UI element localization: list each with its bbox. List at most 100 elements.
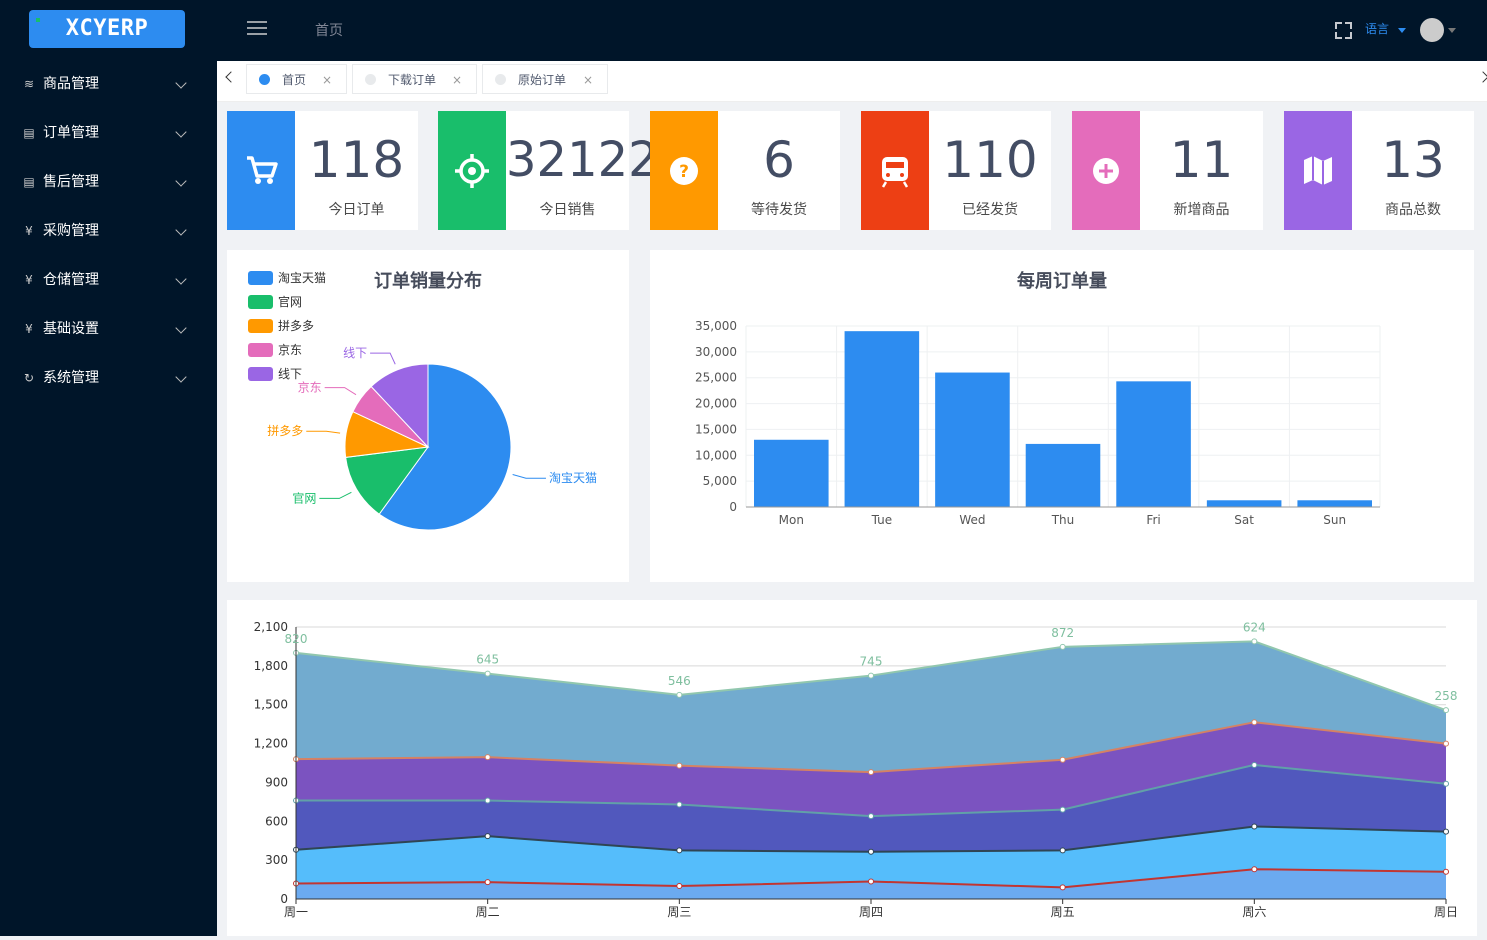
area-point — [484, 879, 491, 886]
chevron-down-icon — [175, 322, 187, 334]
x-tick-label: Tue — [871, 513, 893, 527]
caret-down-icon[interactable] — [1398, 28, 1406, 33]
stat-value: 11 — [1169, 131, 1234, 189]
avatar[interactable] — [1420, 18, 1444, 42]
area-point — [868, 813, 874, 820]
area-point-labels: 820 645 546 745 872 624 258 — [285, 620, 1458, 703]
x-tick-label: Mon — [779, 513, 804, 527]
bar — [1025, 443, 1101, 507]
area-point — [1059, 806, 1066, 813]
pie-label-line — [370, 352, 396, 365]
area-point — [1251, 866, 1258, 873]
x-tick-label: 周一 — [284, 905, 308, 919]
sidebar-item-purchase[interactable]: ¥ 采购管理 — [0, 207, 217, 256]
legend-swatch — [248, 295, 273, 309]
x-tick-label: Sun — [1323, 513, 1346, 527]
yen-icon: ¥ — [25, 273, 33, 287]
y-tick-label: 1,500 — [254, 698, 288, 712]
y-tick-label: 0 — [280, 892, 288, 906]
breadcrumb[interactable]: 首页 — [315, 23, 343, 39]
tab-status-dot — [495, 74, 506, 85]
sidebar-item-label: 商品管理 — [43, 76, 99, 92]
area-top-label: 546 — [668, 674, 691, 688]
pie-label: 京东 — [298, 381, 322, 395]
sidebar-item-basic-settings[interactable]: ¥ 基础设置 — [0, 305, 217, 354]
stat-card-new-products: 11 新增商品 — [1072, 111, 1263, 230]
bar — [844, 331, 920, 507]
tabs-prev-icon[interactable] — [225, 71, 237, 83]
pie-label: 拼多多 — [267, 424, 303, 438]
sidebar-item-label: 基础设置 — [43, 321, 99, 337]
area-point — [484, 670, 491, 677]
menu-toggle-icon[interactable] — [247, 21, 267, 35]
sidebar-item-goods[interactable]: ≋ 商品管理 — [0, 60, 217, 109]
yen-icon: ¥ — [25, 322, 33, 336]
y-tick-label: 1,200 — [254, 737, 288, 751]
area-top-label: 820 — [285, 632, 308, 646]
tab-label: 原始订单 — [518, 73, 567, 87]
sidebar-item-system[interactable]: ↻ 系统管理 — [0, 354, 217, 403]
sidebar-item-orders[interactable]: ▤ 订单管理 — [0, 109, 217, 158]
stat-label: 今日销售 — [539, 202, 596, 218]
bar-chart-card: 每周订单量 0 5,000 10,000 15,000 20,000 25,000 30,0… — [650, 250, 1474, 582]
area-point — [676, 691, 683, 698]
pie-slice — [345, 446, 430, 515]
area-point — [1059, 756, 1066, 763]
tab-label: 首页 — [282, 73, 307, 87]
stat-value: 6 — [763, 131, 795, 189]
chevron-down-icon — [175, 273, 187, 285]
area-band — [296, 826, 1446, 888]
app-logo[interactable]: XCYERP — [29, 10, 185, 48]
x-tick-label: 周四 — [859, 905, 883, 919]
caret-down-icon[interactable] — [1448, 28, 1456, 33]
area-point — [1059, 643, 1066, 650]
stat-card-today-sales: 32122 今日销售 — [438, 111, 659, 230]
x-tick-label: Wed — [959, 513, 985, 527]
pie-slices — [344, 363, 512, 531]
sidebar-item-aftersales[interactable]: ▤ 售后管理 — [0, 158, 217, 207]
sidebar-item-warehouse[interactable]: ¥ 仓储管理 — [0, 256, 217, 305]
chevron-down-icon — [175, 77, 187, 89]
area-point — [1443, 868, 1449, 875]
language-selector[interactable]: 语言 — [1365, 22, 1390, 36]
tab-status-dot — [259, 74, 270, 85]
legend-swatch — [248, 367, 273, 381]
area-top-label: 645 — [476, 653, 499, 667]
close-icon[interactable]: × — [451, 73, 462, 87]
pie-chart-title: 订单销量分布 — [374, 270, 482, 292]
close-icon[interactable]: × — [321, 73, 332, 87]
area-point — [676, 883, 683, 890]
tab-download-orders[interactable]: 下载订单 × — [352, 64, 477, 94]
close-icon[interactable]: × — [582, 73, 593, 87]
area-point — [868, 878, 874, 885]
area-point — [1443, 707, 1449, 714]
chevron-down-icon — [175, 175, 187, 187]
sidebar-item-label: 仓储管理 — [43, 272, 99, 288]
stat-card-total-products: 13 商品总数 — [1284, 111, 1474, 230]
stat-value: 110 — [942, 131, 1038, 189]
legend-label: 淘宝天猫 — [278, 271, 326, 285]
tabs-next-icon[interactable] — [1477, 71, 1487, 83]
pie-label: 线下 — [343, 346, 367, 360]
area-point — [868, 769, 874, 776]
fullscreen-icon[interactable] — [1335, 22, 1352, 39]
y-tick-label: 300 — [265, 853, 288, 867]
y-tick-label: 900 — [265, 775, 288, 789]
map-icon — [1284, 111, 1352, 230]
x-tick-label: 周六 — [1242, 905, 1266, 919]
x-tick-label: 周日 — [1434, 905, 1458, 919]
stat-card-pending-shipment: ? 6 等待发货 — [650, 111, 840, 230]
stat-label: 等待发货 — [751, 202, 807, 218]
stat-value: 32122 — [506, 132, 659, 188]
tab-original-orders[interactable]: 原始订单 × — [482, 64, 608, 94]
area-point — [1059, 847, 1066, 854]
bar — [1116, 381, 1191, 507]
y-tick-label: 30,000 — [695, 345, 737, 359]
tab-home[interactable]: 首页 × — [246, 64, 347, 94]
sidebar: XCYERP ≋ 商品管理 ▤ 订单管理 ▤ 售后管理 ¥ 采购管理 ¥ 仓储管… — [0, 0, 217, 936]
stat-label: 商品总数 — [1385, 202, 1441, 218]
tab-label: 下载订单 — [388, 73, 437, 87]
chevron-down-icon — [175, 371, 187, 383]
area-top-label: 258 — [1435, 689, 1458, 703]
area-point — [484, 754, 491, 761]
